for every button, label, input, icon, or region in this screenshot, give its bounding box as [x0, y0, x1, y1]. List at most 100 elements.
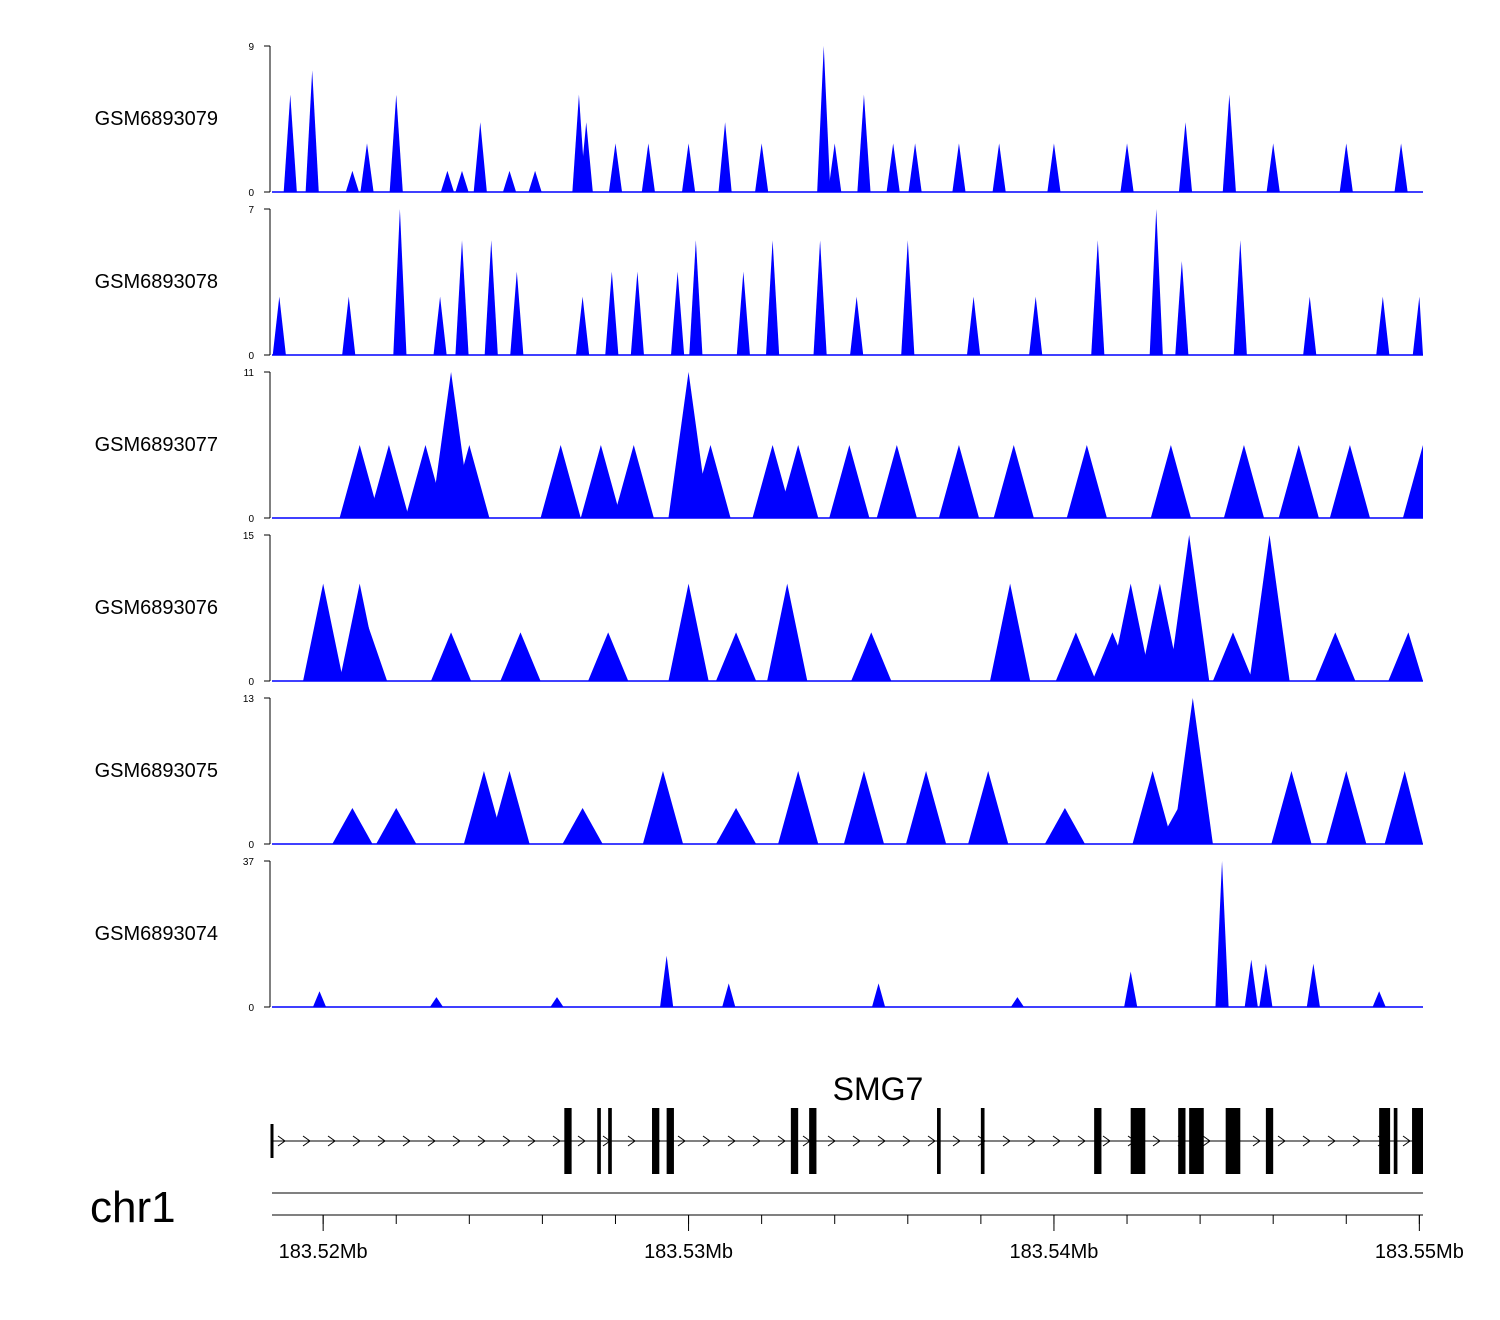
coverage-peak	[1306, 963, 1320, 1007]
strand-arrow	[1327, 1135, 1336, 1147]
coverage-peak	[528, 170, 542, 192]
coverage-peak	[1249, 535, 1290, 681]
coverage-peak	[440, 170, 454, 192]
strand-arrow	[552, 1135, 561, 1147]
strand-arrow	[1052, 1135, 1061, 1147]
strand-arrow	[277, 1135, 286, 1147]
coverage-peak	[455, 240, 469, 355]
coverage-peak	[562, 808, 603, 844]
coverage-peak	[715, 808, 757, 844]
coverage-peak	[966, 296, 981, 355]
strand-arrow	[977, 1135, 986, 1147]
y-max-label: 37	[243, 857, 255, 868]
coverage-peak	[1175, 261, 1189, 355]
strand-arrow	[377, 1135, 386, 1147]
coverage-peak	[752, 445, 793, 518]
gene-exon	[597, 1108, 601, 1174]
coverage-peak	[1044, 808, 1086, 844]
y-max-label: 7	[248, 205, 254, 216]
strand-arrow	[1202, 1135, 1211, 1147]
coverage-peak	[1394, 143, 1408, 192]
coverage-peak	[767, 583, 808, 681]
coverage-peak	[901, 240, 915, 355]
y-max-label: 15	[243, 531, 255, 542]
coverage-peak	[449, 445, 490, 518]
coverage-peak	[368, 445, 410, 518]
coverage-peak	[1158, 808, 1199, 844]
strand-arrow	[1002, 1135, 1011, 1147]
strand-arrow	[1077, 1135, 1086, 1147]
coverage-peak	[1124, 971, 1138, 1007]
coverage-peak	[339, 445, 380, 518]
chromosome-label: chr1	[90, 1183, 176, 1232]
coverage-peak	[1215, 861, 1229, 1007]
coverage-peak	[1339, 143, 1353, 192]
coverage-peak	[690, 445, 731, 518]
coverage-peak	[346, 622, 388, 681]
x-tick-label: 183.55Mb	[1375, 1241, 1464, 1263]
coverage-peak	[579, 122, 593, 192]
strand-arrow	[1277, 1135, 1286, 1147]
track-GSM6893079: GSM6893079 9 0	[95, 42, 1423, 199]
coverage-peak	[1376, 296, 1390, 355]
strand-arrow	[427, 1135, 436, 1147]
gene-exon	[1393, 1108, 1398, 1174]
coverage-peak	[1149, 209, 1163, 355]
coverage-peak	[376, 808, 417, 844]
coverage-peak	[952, 143, 966, 192]
coverage-peak	[1150, 445, 1191, 518]
coverage-peak	[857, 94, 871, 192]
coverage-peak	[968, 771, 1009, 844]
strand-arrow	[1152, 1135, 1161, 1147]
coverage-peak	[905, 771, 947, 844]
coverage-peak	[1139, 583, 1181, 681]
coverage-peak	[502, 170, 517, 192]
y-min-label: 0	[248, 840, 254, 851]
strand-arrow	[352, 1135, 361, 1147]
coverage-peak	[993, 445, 1034, 518]
track-label: GSM6893079	[95, 108, 218, 130]
y-min-label: 0	[248, 1003, 254, 1014]
coverage-peak	[1384, 771, 1423, 844]
coverage-peak	[305, 70, 319, 192]
strand-arrow	[1302, 1135, 1311, 1147]
coverage-peak	[1244, 959, 1258, 1007]
coverage-peak	[1223, 445, 1265, 518]
coverage-peak	[1315, 632, 1356, 681]
coverage-peak	[1402, 445, 1423, 518]
coverage-peak	[1412, 296, 1423, 355]
x-tick-label: 183.53Mb	[644, 1241, 733, 1263]
track-GSM6893077: GSM6893077 11 0	[95, 368, 1423, 525]
coverage-peak	[1169, 535, 1210, 681]
coverage-peak	[312, 991, 327, 1007]
coverage-peak	[389, 94, 403, 192]
coverage-peak	[283, 94, 297, 192]
coverage-peak	[455, 170, 469, 192]
coverage-peak	[484, 240, 498, 355]
coverage-peak	[850, 296, 864, 355]
coverage-peak	[990, 583, 1031, 681]
strand-arrow	[852, 1135, 861, 1147]
strand-arrow	[1402, 1135, 1411, 1147]
gene-exon	[980, 1108, 985, 1174]
coverage-peak	[1326, 771, 1367, 844]
gene-exon	[1225, 1108, 1241, 1174]
gene-model: SMG7	[270, 1071, 1423, 1174]
coverage-peak	[1266, 143, 1280, 192]
coverage-peak	[429, 997, 444, 1007]
gene-exon	[809, 1108, 817, 1174]
gene-exon	[652, 1108, 660, 1174]
gene-exon	[1130, 1108, 1146, 1174]
coverage-peak	[613, 445, 654, 518]
strand-arrow	[1102, 1135, 1111, 1147]
coverage-peak	[1271, 771, 1312, 844]
gene-exon	[666, 1108, 674, 1174]
coverage-peak	[345, 170, 359, 192]
gene-exon	[608, 1108, 612, 1174]
strand-arrow	[877, 1135, 886, 1147]
coverage-peak	[430, 632, 472, 681]
gene-exon	[1189, 1108, 1204, 1174]
track-GSM6893074: GSM6893074 37 0	[95, 857, 1423, 1014]
coverage-peak	[886, 143, 900, 192]
coverage-peak	[588, 632, 629, 681]
